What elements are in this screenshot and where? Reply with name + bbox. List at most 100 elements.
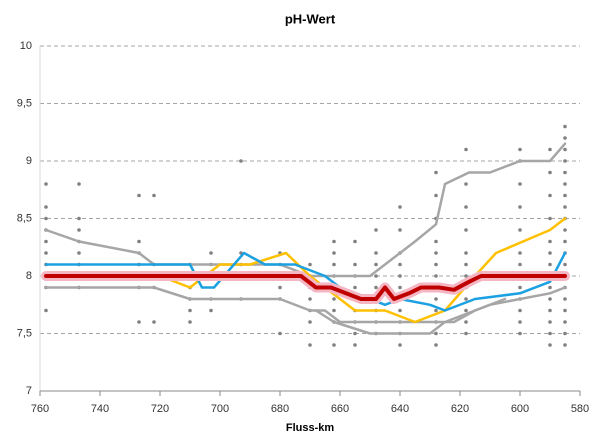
scatter-point [434,331,438,336]
scatter-point [398,308,402,313]
y-tick-label: 7 [26,385,32,397]
scatter-point [548,239,552,244]
scatter-point [434,251,438,255]
line [44,274,567,301]
scatter-point [464,274,468,278]
scatter-point [518,320,522,324]
scatter-point [77,182,81,186]
scatter-point [137,193,141,198]
line [314,297,507,335]
scatter-point [518,147,522,152]
scatter-point [563,193,567,198]
scatter-point [434,262,438,267]
scatter-point [563,228,567,232]
scatter-point [434,239,438,244]
scatter-point [152,193,156,198]
scatter-point [398,228,402,232]
scatter-point [434,170,438,175]
scatter-point [518,285,522,290]
scatter-point [548,216,552,221]
scatter-point [278,285,282,290]
scatter-point [332,239,336,244]
scatter-point [374,228,378,232]
y-tick-label: 9,5 [17,97,32,109]
x-tick-label: 620 [451,403,469,415]
scatter-point [464,147,468,152]
scatter-point [548,147,552,152]
y-tick-label: 9 [26,155,32,167]
scatter-point [332,251,336,255]
scatter-point [353,262,357,267]
scatter-point [434,343,438,347]
scatter-point [548,297,552,301]
scatter-point [548,262,552,267]
scatter-point [398,343,402,347]
scatter-point [518,308,522,313]
scatter-point [518,262,522,267]
scatter-point [563,147,567,152]
scatter-point [464,262,468,267]
scatter-point [464,320,468,324]
scatter-point [398,262,402,267]
scatter-point [518,228,522,232]
scatter-point [278,331,282,336]
scatter-point [209,308,213,313]
scatter-point [77,216,81,221]
scatter-point [518,205,522,209]
scatter-point [332,308,336,313]
scatter-point [464,297,468,301]
scatter-point [563,182,567,186]
scatter-point [332,262,336,267]
line [158,217,567,324]
x-tick-label: 660 [331,403,349,415]
scatter-point [308,297,312,301]
scatter-point [152,320,156,324]
scatter-point [563,343,567,347]
scatter-point [563,124,567,129]
y-tick-label: 7,5 [17,327,32,339]
scatter-point [464,331,468,336]
scatter-point [434,274,438,278]
scatter-point [239,159,243,163]
scatter-point [434,308,438,313]
scatter-point [548,285,552,290]
scatter-point [77,228,81,232]
scatter-point [332,297,336,301]
y-tick-label: 8,5 [17,212,32,224]
x-tick-label: 600 [511,403,529,415]
scatter-point [332,343,336,347]
scatter-point [44,216,48,221]
scatter-point [398,285,402,290]
scatter-point [44,182,48,186]
scatter-point [563,297,567,301]
scatter-point [563,239,567,244]
scatter-point [353,343,357,347]
scatter-point [353,285,357,290]
scatter-point [563,308,567,313]
scatter-point [398,274,402,278]
scatter-point [563,170,567,175]
scatter-point [137,320,141,324]
scatter-point [464,228,468,232]
scatter-point [563,320,567,324]
y-tick-label: 10 [20,40,32,52]
scatter-point [518,331,522,336]
scatter-point [464,251,468,255]
scatter-point [44,308,48,313]
scatter-point [563,159,567,163]
x-tick-label: 580 [571,403,589,415]
scatter-point [374,251,378,255]
scatter-point [209,251,213,255]
scatter-point [563,136,567,140]
scatter-point [308,262,312,267]
x-tick-label: 740 [91,403,109,415]
scatter-point [464,205,468,209]
scatter-point [434,193,438,198]
x-axis-title: Fluss-km [286,422,335,434]
scatter-point [374,285,378,290]
scatter-point [188,320,192,324]
x-tick-label: 680 [271,403,289,415]
x-tick-label: 700 [211,403,229,415]
scatter-point [44,205,48,209]
scatter-point [548,308,552,313]
